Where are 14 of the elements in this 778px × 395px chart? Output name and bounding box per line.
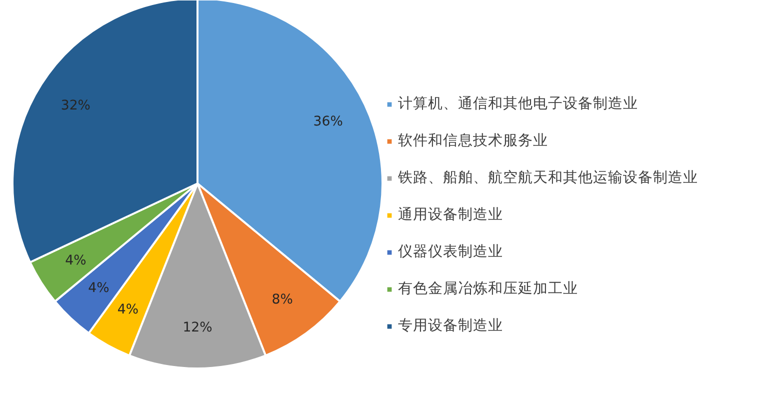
legend-label: 计算机、通信和其他电子设备制造业 [398, 94, 638, 113]
data-label: 4% [117, 302, 139, 318]
data-label: 4% [65, 253, 86, 268]
data-label: 8% [272, 292, 293, 308]
data-label: 12% [182, 320, 212, 336]
legend-label: 有色金属冶炼和压延加工业 [398, 279, 578, 298]
legend-label: 软件和信息技术服务业 [398, 131, 548, 150]
legend-label: 专用设备制造业 [398, 316, 503, 335]
data-label: 36% [313, 114, 343, 130]
legend-label: 仪器仪表制造业 [398, 242, 503, 261]
data-label: 32% [60, 98, 90, 114]
legend-label: 通用设备制造业 [398, 205, 503, 224]
data-label: 4% [88, 281, 110, 296]
legend-label: 铁路、船舶、航空航天和其他运输设备制造业 [398, 168, 698, 187]
